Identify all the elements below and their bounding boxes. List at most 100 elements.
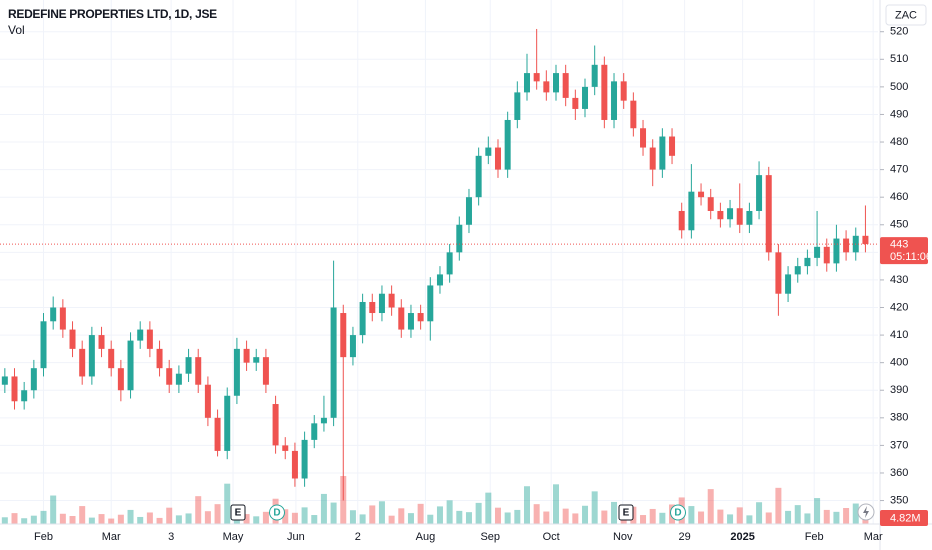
volume-bar xyxy=(369,505,376,524)
x-tick-label: 29 xyxy=(678,531,690,543)
volume-bar xyxy=(543,511,550,524)
volume-bar xyxy=(359,514,366,524)
volume-bar xyxy=(707,489,714,524)
volume-bar xyxy=(59,513,66,524)
volume-bar xyxy=(301,507,308,524)
volume-bar xyxy=(146,512,153,524)
currency-label[interactable]: ZAC xyxy=(895,9,917,21)
y-tick-label: 420 xyxy=(890,301,908,313)
volume-bar xyxy=(591,491,598,524)
chart-title: REDEFINE PROPERTIES LTD, 1D, JSE xyxy=(8,7,217,21)
volume-bar xyxy=(746,515,753,524)
candle-body xyxy=(30,368,37,391)
candle-body xyxy=(833,238,840,264)
volume-bar xyxy=(320,493,327,524)
candle-body xyxy=(108,348,115,369)
event-marker[interactable] xyxy=(230,504,246,521)
candle-body xyxy=(436,274,443,286)
volume-bar xyxy=(611,501,618,524)
axis-layer: 3503603703803904004104204304404504604704… xyxy=(34,26,932,543)
volume-bar xyxy=(11,513,18,524)
candle-body xyxy=(611,81,618,120)
candle-body xyxy=(494,147,501,170)
x-tick-label: Feb xyxy=(805,531,824,543)
candle-body xyxy=(465,197,472,225)
volume-bar xyxy=(185,513,192,524)
candle-body xyxy=(127,340,134,391)
volume-bar xyxy=(582,505,589,524)
candle-body xyxy=(601,64,608,120)
last-price-box xyxy=(880,237,928,265)
candle-body xyxy=(640,128,647,148)
candle-body xyxy=(320,417,327,424)
currency-box[interactable] xyxy=(885,4,927,26)
volume-bar xyxy=(475,502,482,524)
candle-body xyxy=(504,119,511,170)
candle-body xyxy=(11,376,18,402)
volume-bar xyxy=(804,513,811,524)
volume-bar xyxy=(407,513,414,524)
candle-body xyxy=(514,92,521,120)
event-marker[interactable] xyxy=(670,504,686,521)
candle-body xyxy=(823,246,830,264)
candle-body xyxy=(446,252,453,275)
candle-body xyxy=(330,307,337,418)
volume-bar xyxy=(717,509,724,524)
candle-body xyxy=(804,257,811,267)
volume-bar xyxy=(553,484,560,524)
volume-bar xyxy=(562,508,569,524)
candle-body xyxy=(756,175,763,211)
candle-body xyxy=(262,357,269,385)
x-tick-label: May xyxy=(223,531,244,543)
candle-body xyxy=(707,197,714,211)
volume-bar xyxy=(156,517,163,524)
volume-bar xyxy=(659,512,666,524)
candle-body xyxy=(195,357,202,385)
x-tick-label: Aug xyxy=(416,531,436,543)
candle-body xyxy=(582,86,589,109)
x-tick-label: Jun xyxy=(287,531,305,543)
x-tick-label: Feb xyxy=(34,531,53,543)
candle-body xyxy=(204,384,211,418)
volume-bar xyxy=(40,510,47,524)
candle-body xyxy=(21,390,28,402)
volume-bar xyxy=(736,507,743,524)
candle-body xyxy=(562,73,569,98)
candle-body xyxy=(69,329,76,349)
candle-body xyxy=(746,210,753,225)
y-tick-label: 370 xyxy=(890,439,908,451)
volume-bar xyxy=(137,516,144,524)
y-tick-label: 410 xyxy=(890,329,908,341)
candle-body xyxy=(301,439,308,479)
volume-bar xyxy=(262,511,269,524)
event-marker[interactable] xyxy=(618,504,634,521)
candle-body xyxy=(311,423,318,440)
candle-body xyxy=(630,100,637,129)
volume-bar xyxy=(204,511,211,524)
candle-body xyxy=(378,293,385,314)
candle-body xyxy=(156,348,163,369)
volume-bar xyxy=(485,492,492,524)
candle-body xyxy=(843,238,850,253)
candle-body xyxy=(475,155,482,198)
volume-bar xyxy=(108,518,115,524)
candle-body xyxy=(166,368,173,385)
volume-bar xyxy=(601,510,608,524)
volume-bar xyxy=(427,514,434,524)
candle-body xyxy=(794,266,801,275)
candle-body xyxy=(543,81,550,93)
candle-body xyxy=(388,293,395,308)
candle-body xyxy=(282,445,289,451)
volume-bar xyxy=(775,487,782,524)
x-tick-label: 3 xyxy=(168,531,174,543)
candle-body xyxy=(765,175,772,253)
candle-body xyxy=(243,348,250,363)
candle-body xyxy=(649,147,656,170)
volume-bar xyxy=(69,516,76,524)
volume-bar xyxy=(243,514,250,524)
candle-body xyxy=(59,307,66,330)
event-marker[interactable] xyxy=(269,504,285,521)
volume-bar xyxy=(823,509,830,524)
